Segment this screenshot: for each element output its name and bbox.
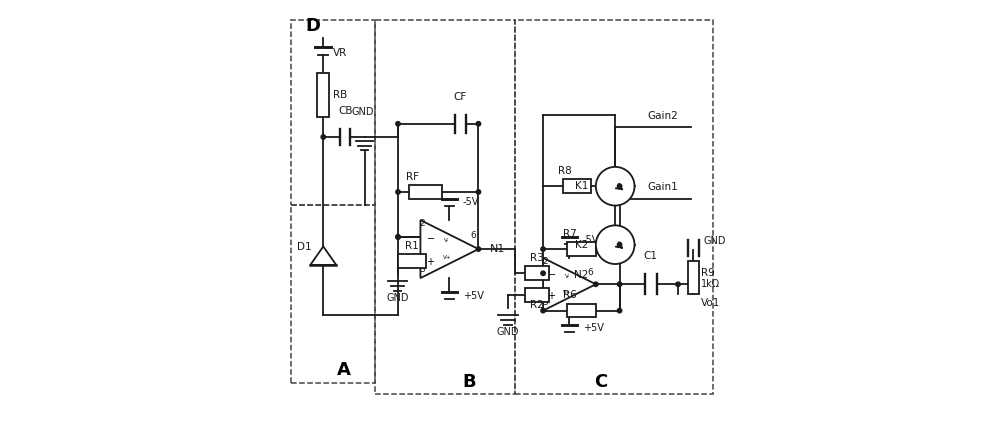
Text: R6: R6 [563,290,576,300]
Bar [567,304,596,318]
Bar [525,266,549,280]
Text: 6: 6 [588,268,593,277]
Text: R7: R7 [563,229,576,239]
Bar [563,179,591,193]
Text: V+: V+ [563,290,572,295]
Circle shape [396,235,400,239]
Text: +5V: +5V [583,323,604,333]
Text: $+$: $+$ [547,290,556,301]
Circle shape [596,225,635,264]
Text: 2: 2 [542,257,548,265]
Text: VR: VR [333,49,347,59]
Text: GND: GND [351,107,374,117]
Text: 6: 6 [470,231,476,240]
Text: RF: RF [406,172,419,182]
Text: A: A [337,361,351,379]
Text: R1: R1 [405,241,419,251]
Text: GND: GND [703,236,726,247]
Text: B: B [463,373,476,391]
Text: V-: V- [444,238,450,243]
Text: D: D [306,17,321,34]
Text: R2: R2 [530,300,544,310]
Text: 2: 2 [420,219,425,228]
Circle shape [396,122,400,126]
Polygon shape [543,258,596,310]
Text: -5V: -5V [583,235,599,245]
Circle shape [321,135,325,139]
Text: V-: V- [565,274,570,279]
Circle shape [476,247,481,251]
Bar [398,254,426,269]
Text: -5V: -5V [463,198,479,207]
Text: $-$: $-$ [547,268,556,278]
Circle shape [541,271,545,276]
Circle shape [476,190,481,194]
Circle shape [396,190,400,194]
Circle shape [596,167,635,206]
Circle shape [396,235,400,239]
Bar [688,261,699,294]
Text: N1: N1 [489,244,505,254]
Text: R9: R9 [701,268,715,278]
Circle shape [617,243,622,247]
Circle shape [676,282,680,287]
Text: C1: C1 [644,251,658,261]
Text: 3: 3 [420,265,426,274]
Bar [317,73,329,117]
Bar [515,20,713,394]
Bar [291,20,375,205]
Circle shape [617,308,622,313]
Circle shape [476,122,481,126]
Bar [375,20,515,394]
Text: +5V: +5V [463,291,484,301]
Text: D1: D1 [297,242,312,252]
Text: R3: R3 [530,253,544,263]
Polygon shape [310,247,336,265]
Bar [291,205,375,383]
Text: GND: GND [386,293,409,303]
Circle shape [617,184,622,188]
Circle shape [594,282,598,287]
Text: Gain2: Gain2 [648,111,678,121]
Text: K1: K1 [575,181,588,191]
Circle shape [541,308,545,313]
Circle shape [541,247,545,251]
Text: $+$: $+$ [426,256,435,267]
Bar [409,185,442,199]
Text: N2: N2 [574,270,588,280]
Text: 3: 3 [542,298,548,307]
Text: R8: R8 [558,166,572,176]
Text: CB: CB [338,106,353,116]
Text: 1kΩ: 1kΩ [701,279,720,289]
Bar [567,242,596,256]
Polygon shape [420,220,478,278]
Text: RB: RB [333,90,347,100]
Text: C: C [595,373,608,391]
Circle shape [617,282,622,287]
Text: V+: V+ [443,255,451,260]
Text: CF: CF [454,92,467,101]
Text: GND: GND [497,327,519,337]
Text: Gain1: Gain1 [648,183,678,192]
Text: K2: K2 [575,239,588,250]
Text: $-$: $-$ [426,232,435,242]
Text: Vo1: Vo1 [701,298,721,308]
Bar [525,288,549,302]
